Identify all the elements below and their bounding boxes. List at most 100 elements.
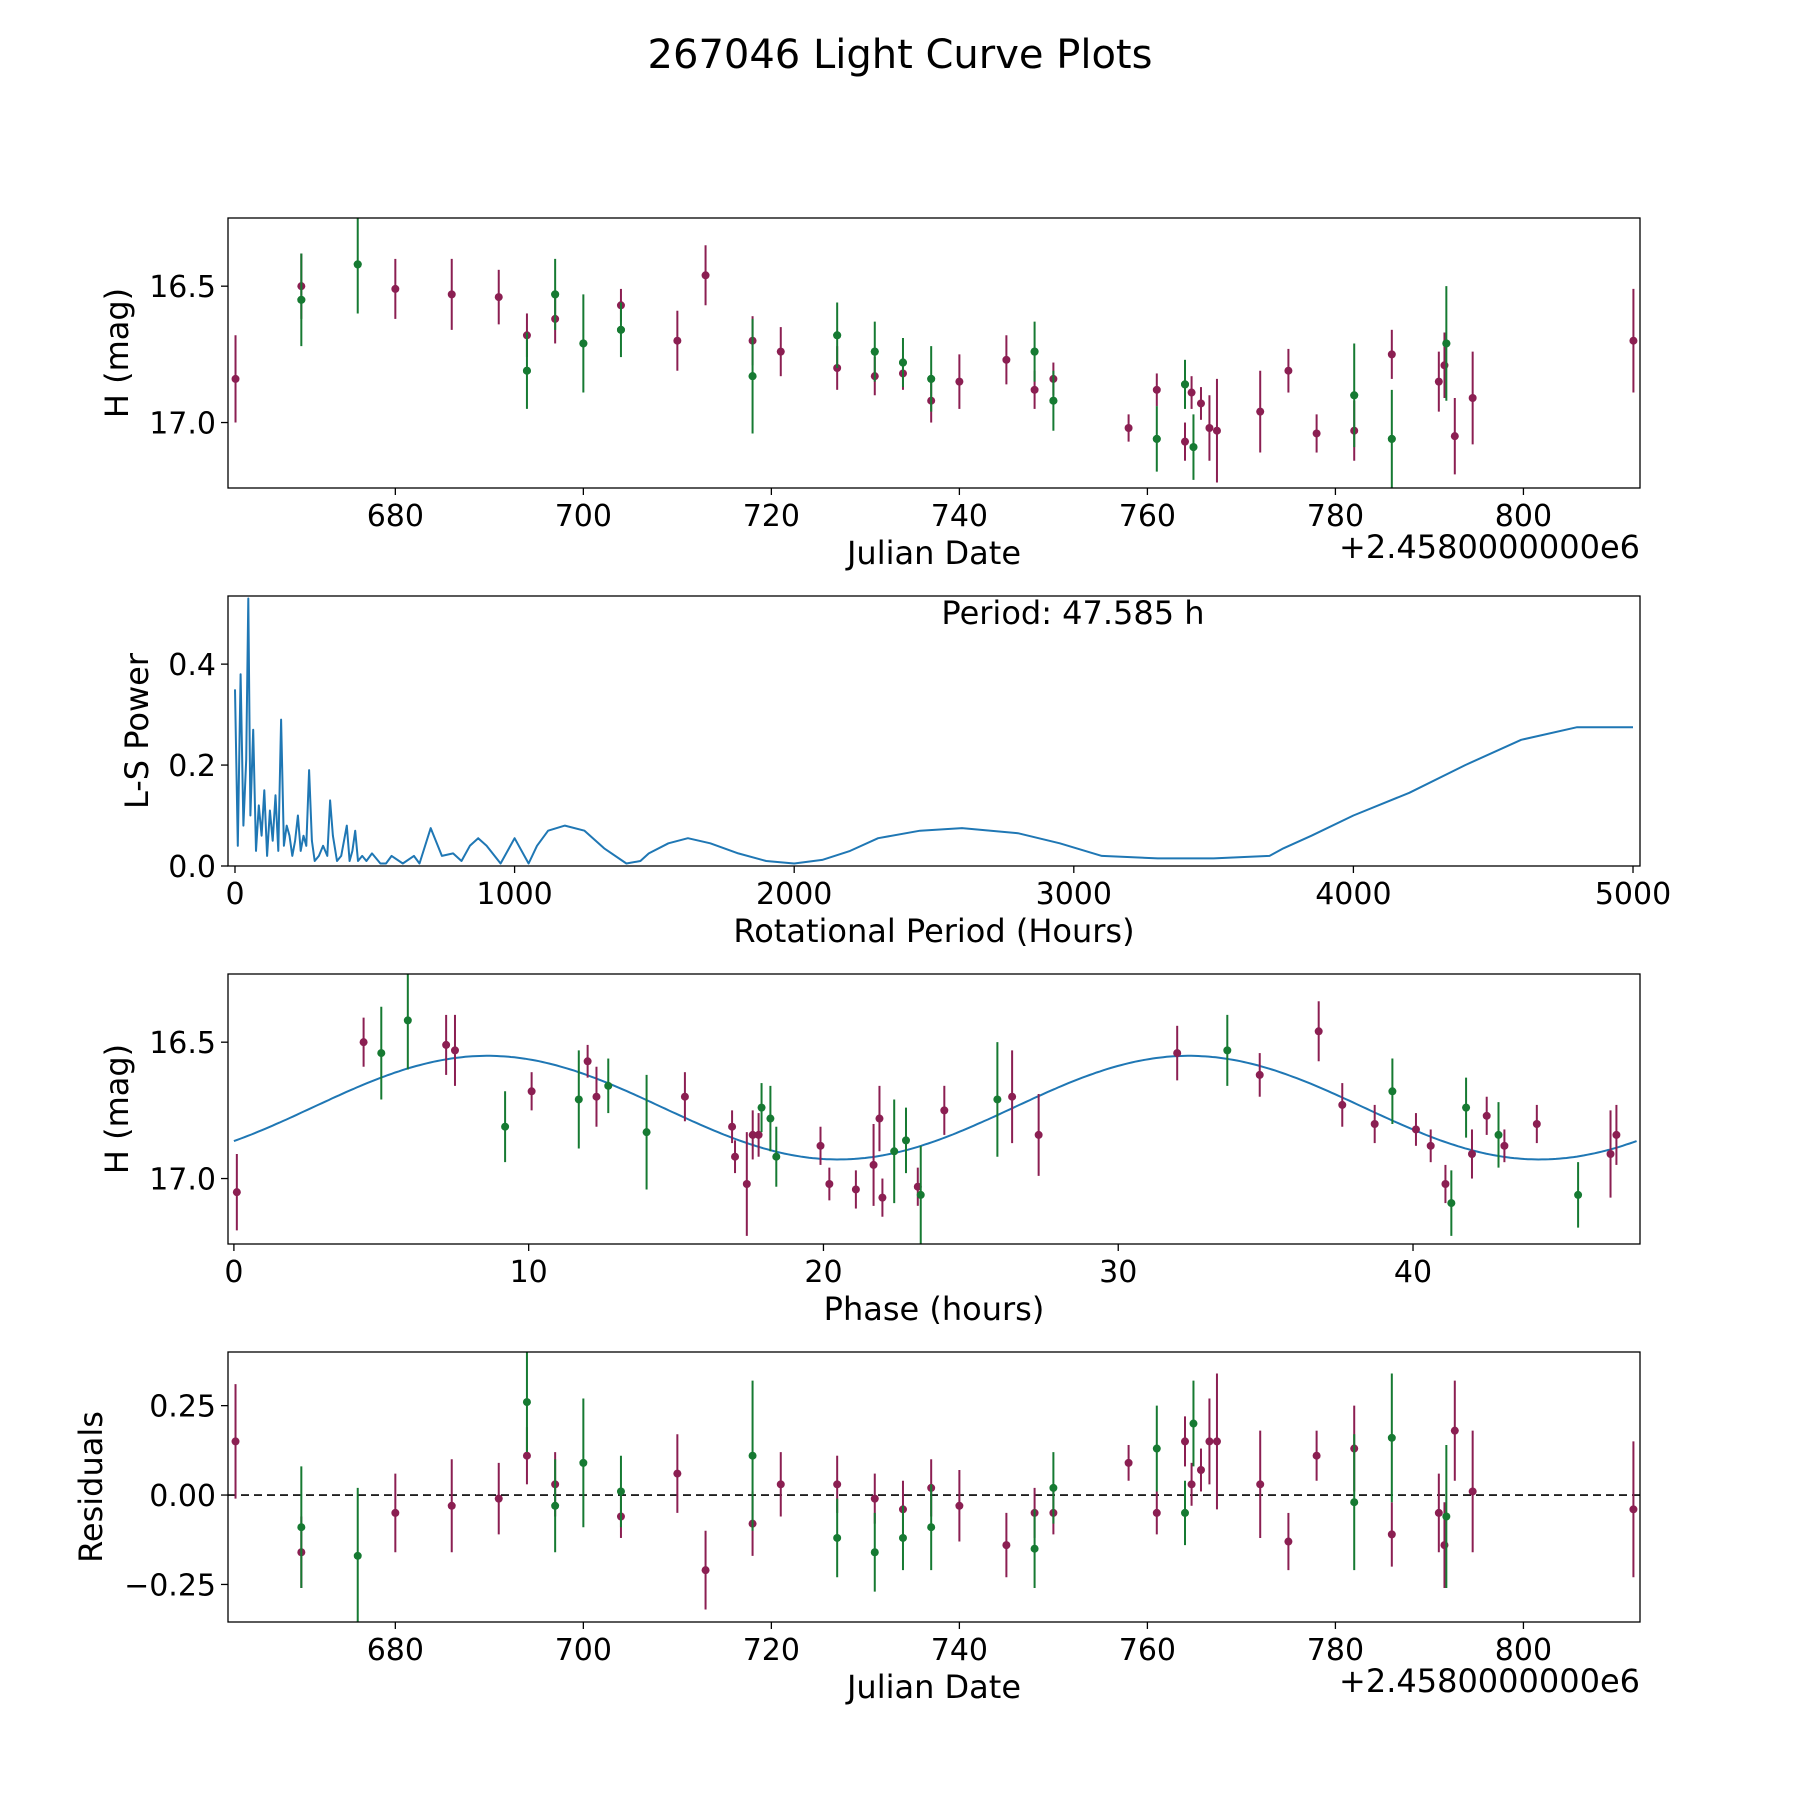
- x-tick-label: 2000: [756, 877, 832, 912]
- data-point: [1173, 1049, 1182, 1058]
- y-tick-label: 17.0: [149, 407, 216, 442]
- data-point: [1629, 336, 1638, 345]
- data-point: [1468, 1487, 1477, 1496]
- data-point: [1034, 1130, 1043, 1139]
- data-point: [1338, 1100, 1347, 1109]
- lightcurve-ticks: 680 700 720 740 760 780 800 17.0 16.5: [149, 270, 1552, 534]
- data-point: [353, 1551, 362, 1560]
- data-point: [1049, 396, 1058, 405]
- y-tick-label: 16.5: [149, 270, 216, 305]
- data-point: [757, 1103, 766, 1112]
- data-point: [1181, 380, 1190, 389]
- data-point: [1205, 1437, 1214, 1446]
- data-point: [680, 1092, 689, 1101]
- data-point: [754, 1130, 763, 1139]
- x-tick-label: 780: [1307, 499, 1364, 534]
- data-point: [1187, 388, 1196, 397]
- data-point: [1030, 385, 1039, 394]
- lightcurve-axes-frame: [227, 217, 1641, 489]
- data-point: [1223, 1046, 1232, 1055]
- data-point: [1187, 1480, 1196, 1489]
- x-tick-label: 4000: [1315, 877, 1391, 912]
- data-point: [1049, 1483, 1058, 1492]
- data-point: [748, 372, 757, 381]
- data-point: [1030, 1544, 1039, 1553]
- model-curve: [233, 1054, 1637, 1161]
- data-point: [450, 1046, 459, 1055]
- data-point: [1450, 432, 1459, 441]
- data-point: [1350, 391, 1359, 400]
- residuals-ticks: 680 700 720 740 760 780 800 0.25 0.00 −0.25: [124, 1390, 1552, 1668]
- data-point: [875, 1114, 884, 1123]
- periodogram-axes-frame: [227, 595, 1641, 867]
- periodogram-plot-area: [234, 597, 1633, 865]
- data-point: [447, 290, 456, 299]
- x-tick-label: 760: [1119, 499, 1176, 534]
- data-point: [1284, 1537, 1293, 1546]
- data-point: [583, 1057, 592, 1066]
- data-point: [731, 1152, 740, 1161]
- data-point: [927, 374, 936, 383]
- data-point: [1152, 434, 1161, 443]
- lightcurve-panel: 680 700 720 740 760 780 800 17.0 16.5 Julian Dat…: [98, 217, 1641, 572]
- periodogram-ylabel: L-S Power: [118, 652, 156, 809]
- lightcurve-xlabel: Julian Date: [845, 534, 1021, 572]
- data-point: [1434, 1508, 1443, 1517]
- data-point: [1482, 1111, 1491, 1120]
- data-point: [701, 271, 710, 280]
- data-point: [501, 1122, 510, 1131]
- residuals-offset-label: +2.4580000000e6: [1339, 1662, 1640, 1700]
- data-point: [851, 1185, 860, 1194]
- data-point: [870, 1548, 879, 1557]
- x-tick-label: 5000: [1595, 877, 1671, 912]
- data-point: [1181, 1508, 1190, 1517]
- y-tick-label: 0.0: [168, 850, 216, 885]
- data-point: [1312, 429, 1321, 438]
- x-tick-label: 40: [1394, 1255, 1432, 1290]
- residuals-xlabel: Julian Date: [845, 1668, 1021, 1706]
- data-point: [1205, 424, 1214, 432]
- data-point: [1468, 394, 1477, 402]
- data-point: [673, 336, 682, 345]
- data-point: [232, 1188, 241, 1197]
- residuals-marks: [228, 1352, 1640, 1622]
- data-point: [1314, 1027, 1323, 1036]
- data-point: [604, 1081, 613, 1090]
- data-point: [494, 293, 503, 302]
- figure-title: 267046 Light Curve Plots: [648, 32, 1153, 78]
- data-point: [1124, 424, 1133, 432]
- data-point: [833, 1480, 842, 1489]
- x-tick-label: 800: [1495, 499, 1552, 534]
- data-point: [391, 1508, 400, 1517]
- data-point: [1442, 339, 1451, 348]
- data-point: [551, 290, 560, 299]
- data-point: [1181, 1437, 1190, 1446]
- x-tick-label: 3000: [1036, 877, 1112, 912]
- x-tick-label: 720: [743, 499, 800, 534]
- residuals-ylabel: Residuals: [72, 1411, 110, 1563]
- y-tick-label: 0.4: [168, 648, 216, 683]
- data-point: [231, 1437, 240, 1446]
- x-tick-label: 720: [743, 1633, 800, 1668]
- data-point: [1181, 437, 1190, 446]
- data-point: [297, 295, 306, 304]
- phase-xlabel: Phase (hours): [824, 1290, 1045, 1328]
- data-point: [870, 347, 879, 356]
- data-point: [592, 1092, 601, 1101]
- x-tick-label: 800: [1495, 1633, 1552, 1668]
- residuals-panel: 680 700 720 740 760 780 800 0.25 0.00 −0.25 Julia…: [72, 1351, 1641, 1706]
- x-tick-label: 10: [510, 1255, 548, 1290]
- data-point: [748, 1130, 757, 1139]
- data-point: [1411, 1125, 1420, 1134]
- data-point: [1387, 1530, 1396, 1539]
- data-point: [1256, 1480, 1265, 1489]
- lightcurve-offset-label: +2.4580000000e6: [1339, 528, 1640, 566]
- residuals-axes-frame: [227, 1351, 1641, 1623]
- data-point: [522, 1398, 531, 1407]
- phase-axes-frame: [227, 973, 1641, 1245]
- data-point: [898, 358, 907, 367]
- data-point: [297, 1523, 306, 1532]
- data-point: [1612, 1130, 1621, 1139]
- y-tick-label: 16.5: [149, 1026, 216, 1061]
- data-point: [1629, 1505, 1638, 1514]
